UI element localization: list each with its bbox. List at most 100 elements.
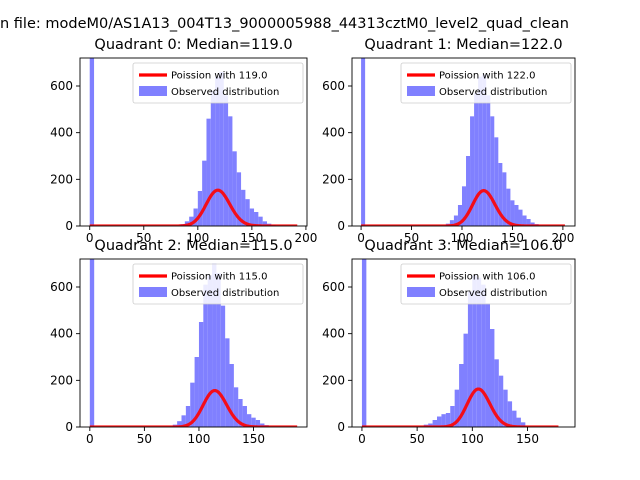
histogram-bar	[177, 421, 182, 427]
histogram-bar	[198, 322, 204, 427]
x-tick-label: 150	[240, 231, 263, 245]
histogram-bar	[219, 72, 224, 226]
histogram-bar	[485, 303, 490, 427]
legend-observed-swatch	[139, 86, 167, 96]
histogram-bar	[207, 275, 213, 427]
histogram-bar	[437, 416, 442, 427]
histogram-bar	[467, 291, 473, 427]
legend-box	[132, 263, 304, 305]
histogram-bar	[530, 222, 535, 226]
x-tick-label: 150	[242, 432, 265, 446]
x-tick-label: 150	[501, 231, 524, 245]
histogram-bar	[498, 375, 504, 427]
panel-title: Quadrant 3: Median=106.0	[364, 238, 562, 254]
histogram-bar	[236, 172, 242, 226]
x-tick-label: 0	[357, 231, 365, 245]
histogram-bar	[445, 413, 451, 427]
histogram-bar	[361, 58, 366, 226]
y-tick-label: 600	[50, 79, 73, 93]
histogram-bar	[232, 151, 237, 226]
legend-box	[400, 263, 572, 305]
quadrant-panel-2: Quadrant 2: Median=115.0 0 50 100 150 0 200 400…	[50, 238, 308, 446]
histogram-bar	[428, 423, 433, 427]
figure-suptitle: n file: modeM0/AS1A13_004T13_9000005988_…	[0, 16, 569, 32]
y-tick-label: 200	[50, 373, 73, 387]
histogram-bar	[459, 364, 464, 427]
x-tick-label: 100	[451, 231, 474, 245]
y-tick-label: 600	[322, 79, 345, 93]
legend-poisson-label: Poission with 119.0	[171, 71, 267, 82]
histogram-bar	[246, 414, 252, 427]
y-tick-label: 200	[322, 373, 345, 387]
panel-title: Quadrant 2: Median=115.0	[94, 238, 292, 254]
legend-observed-label: Observed distribution	[439, 288, 547, 299]
x-tick-label: 0	[358, 432, 366, 446]
x-tick-label: 200	[551, 231, 574, 245]
histogram-bar	[494, 137, 499, 226]
quadrant-panel-1: Quadrant 1: Median=122.0 0 50 100 150 200 0 200…	[322, 37, 576, 245]
histogram-bar	[432, 420, 438, 427]
histogram-bar	[193, 208, 198, 226]
plot-area	[361, 259, 559, 427]
quadrant-panel-0: Quadrant 0: Median=119.0 0 50 100 150 200 0 200…	[50, 37, 317, 245]
legend-box	[132, 62, 304, 104]
y-tick-label: 0	[65, 219, 73, 233]
histogram-bar	[361, 259, 367, 427]
legend-observed-swatch	[407, 86, 435, 96]
x-tick-label: 50	[404, 231, 419, 245]
legend-box	[400, 62, 572, 104]
histogram-bar	[502, 172, 507, 226]
histogram-bar	[503, 389, 508, 427]
histogram-bar	[225, 338, 230, 427]
histogram-bar	[245, 199, 250, 226]
histogram-bar	[89, 259, 95, 427]
histogram-bar	[453, 215, 458, 226]
legend-observed-label: Observed distribution	[171, 87, 279, 98]
y-tick-label: 600	[322, 280, 345, 294]
histogram-bar	[241, 189, 246, 226]
histogram-bar	[238, 399, 243, 427]
axes-frame	[79, 57, 308, 227]
y-tick-label: 200	[50, 172, 73, 186]
histogram-bar	[454, 389, 460, 427]
histogram-bar	[463, 333, 468, 427]
histogram-bar	[251, 417, 256, 427]
histogram-bar	[472, 275, 477, 427]
histogram-bar	[457, 205, 462, 226]
histogram-bar	[516, 417, 521, 427]
histogram-bar	[526, 219, 531, 226]
histogram-bar	[494, 359, 499, 427]
legend-observed-swatch	[407, 287, 435, 297]
histogram-bar	[482, 74, 487, 226]
histogram-bar	[518, 209, 523, 226]
histogram-bar	[223, 95, 229, 226]
histogram-bar	[229, 364, 234, 427]
histogram-bar	[461, 186, 467, 226]
y-tick-label: 400	[322, 126, 345, 140]
histogram-bar	[190, 382, 195, 427]
x-tick-label: 200	[294, 231, 317, 245]
axes-frame	[351, 258, 576, 428]
legend: Poission with 115.0 Observed distribution	[132, 263, 304, 305]
histogram-bar	[228, 116, 233, 226]
histogram-bar	[481, 284, 486, 427]
legend: Poission with 122.0 Observed distribution	[400, 62, 572, 104]
histogram-bar	[522, 215, 527, 226]
axes-frame	[351, 57, 576, 227]
histogram-bar	[197, 191, 203, 226]
x-tick-label: 50	[137, 432, 152, 446]
histogram-bar	[466, 156, 471, 226]
histogram-bar	[202, 160, 207, 226]
histogram-bar	[474, 93, 479, 226]
histogram-bar	[514, 205, 519, 226]
quadrant-panel-3: Quadrant 3: Median=106.0 0 50 100 150 0 200 400…	[322, 238, 576, 446]
legend-poisson-label: Poission with 115.0	[171, 272, 267, 283]
histogram-bar	[450, 406, 455, 427]
histogram-bar	[242, 406, 247, 427]
histogram-bar	[216, 273, 221, 427]
histogram-bar	[220, 305, 226, 427]
histogram-bar	[520, 422, 526, 427]
x-tick-label: 150	[516, 432, 539, 446]
x-tick-label: 100	[461, 432, 484, 446]
histogram-bar	[194, 357, 199, 427]
